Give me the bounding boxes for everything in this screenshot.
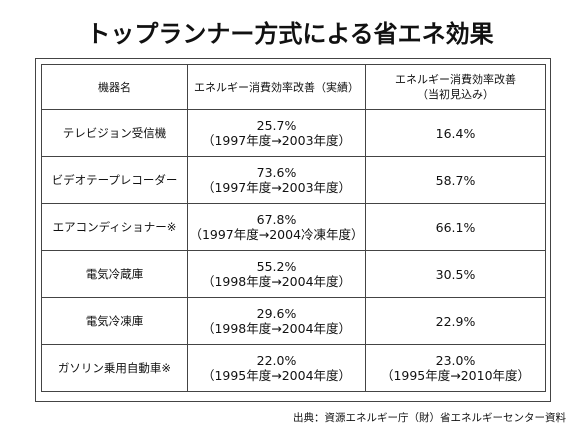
actual-improvement-value: 67.8% [256, 212, 297, 227]
expected-improvement-cell: 16.4% [365, 109, 546, 157]
page-title: トップランナー方式による省エネ効果 [86, 20, 494, 48]
actual-improvement-value: 73.6% [256, 165, 297, 180]
expected-improvement-cell: 58.7% [365, 156, 546, 204]
expected-improvement-value: 23.0% [435, 353, 476, 368]
expected-improvement-cell: 23.0% （1995年度→2010年度） [365, 344, 546, 392]
table-row: ビデオテープレコーダー 73.6% （1997年度→2003年度） 58.7% [41, 156, 546, 204]
actual-improvement-period: （1997年度→2003年度） [201, 180, 352, 195]
header-device-name: 機器名 [41, 64, 188, 110]
actual-improvement-value: 55.2% [256, 259, 297, 274]
energy-efficiency-table: 機器名 エネルギー消費効率改善（実績） エネルギー消費効率改善 （当初見込み） … [41, 64, 546, 392]
header-expected-improvement-line2: （当初見込み） [417, 88, 494, 101]
device-name-cell: ガソリン乗用自動車※ [41, 344, 188, 392]
expected-improvement-cell: 66.1% [365, 203, 546, 251]
expected-improvement-value: 30.5% [435, 266, 476, 282]
actual-improvement-value: 22.0% [256, 353, 297, 368]
header-device-name-label: 機器名 [98, 80, 131, 94]
header-actual-improvement-label: エネルギー消費効率改善（実績） [194, 80, 359, 94]
table-row: 電気冷凍庫 29.6% （1998年度→2004年度） 22.9% [41, 297, 546, 345]
actual-improvement-period: （1997年度→2004冷凍年度） [189, 227, 364, 242]
actual-improvement-cell: 73.6% （1997年度→2003年度） [187, 156, 366, 204]
expected-improvement-value: 22.9% [435, 313, 476, 329]
device-name-cell: 電気冷凍庫 [41, 297, 188, 345]
actual-improvement-cell: 22.0% （1995年度→2004年度） [187, 344, 366, 392]
device-name-cell: 電気冷蔵庫 [41, 250, 188, 298]
actual-improvement-value: 25.7% [256, 118, 297, 133]
source-note: 出典：資源エネルギー庁（財）省エネルギーセンター資料 [293, 412, 566, 424]
device-name-cell: エアコンディショナー※ [41, 203, 188, 251]
actual-improvement-period: （1997年度→2003年度） [201, 133, 352, 148]
expected-improvement-value: 66.1% [435, 219, 476, 235]
table-frame [35, 58, 551, 402]
actual-improvement-period: （1995年度→2004年度） [201, 368, 352, 383]
expected-improvement-value: 58.7% [435, 172, 476, 188]
actual-improvement-period: （1998年度→2004年度） [201, 274, 352, 289]
header-actual-improvement: エネルギー消費効率改善（実績） [187, 64, 366, 110]
actual-improvement-cell: 67.8% （1997年度→2004冷凍年度） [187, 203, 366, 251]
table-row: テレビジョン受信機 25.7% （1997年度→2003年度） 16.4% [41, 109, 546, 157]
table-body: テレビジョン受信機 25.7% （1997年度→2003年度） 16.4% ビデオテープ… [41, 109, 546, 392]
expected-improvement-value: 16.4% [435, 125, 476, 141]
actual-improvement-cell: 29.6% （1998年度→2004年度） [187, 297, 366, 345]
table-row: エアコンディショナー※ 67.8% （1997年度→2004冷凍年度） 66.1% [41, 203, 546, 251]
actual-improvement-period: （1998年度→2004年度） [201, 321, 352, 336]
header-expected-improvement-line1: エネルギー消費効率改善 [395, 73, 516, 86]
device-name-cell: テレビジョン受信機 [41, 109, 188, 157]
expected-improvement-cell: 30.5% [365, 250, 546, 298]
header-expected-improvement: エネルギー消費効率改善 （当初見込み） [365, 64, 546, 110]
table-header-row: 機器名 エネルギー消費効率改善（実績） エネルギー消費効率改善 （当初見込み） [41, 64, 546, 110]
device-name-cell: ビデオテープレコーダー [41, 156, 188, 204]
table-row: 電気冷蔵庫 55.2% （1998年度→2004年度） 30.5% [41, 250, 546, 298]
expected-improvement-cell: 22.9% [365, 297, 546, 345]
actual-improvement-value: 29.6% [256, 306, 297, 321]
actual-improvement-cell: 25.7% （1997年度→2003年度） [187, 109, 366, 157]
table-row: ガソリン乗用自動車※ 22.0% （1995年度→2004年度） 23.0% （1995… [41, 344, 546, 392]
expected-improvement-period: （1995年度→2010年度） [380, 368, 531, 383]
actual-improvement-cell: 55.2% （1998年度→2004年度） [187, 250, 366, 298]
